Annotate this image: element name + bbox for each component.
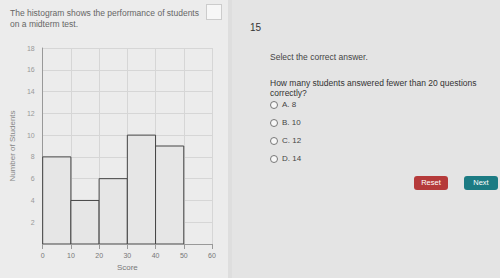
svg-text:2: 2 [31, 219, 35, 226]
svg-text:30: 30 [123, 252, 131, 259]
svg-text:18: 18 [27, 45, 35, 52]
svg-text:16: 16 [27, 66, 35, 73]
svg-text:6: 6 [31, 175, 35, 182]
svg-text:Score: Score [117, 263, 138, 272]
html-text:Reset: Reset [421, 178, 441, 187]
svg-text:0: 0 [41, 252, 45, 259]
svg-text:4: 4 [31, 197, 35, 204]
svg-text:20: 20 [95, 252, 103, 259]
html-text:C. 12: C. 12 [282, 136, 302, 145]
svg-text:12: 12 [27, 110, 35, 117]
svg-text:14: 14 [27, 88, 35, 95]
svg-text:40: 40 [152, 252, 160, 259]
svg-text:60: 60 [208, 252, 216, 259]
html-text:D. 14: D. 14 [282, 154, 302, 163]
html-text:A. 8: A. 8 [282, 100, 297, 109]
html-text:The histogram shows the perfor: The histogram shows the performance of s… [10, 8, 199, 29]
html-text:How many students answered few: How many students answered fewer than 20… [270, 78, 477, 98]
svg-text:Number of Students: Number of Students [8, 110, 17, 181]
svg-text:10: 10 [27, 132, 35, 139]
html-text:15: 15 [250, 22, 262, 33]
html-text:Select the correct answer.: Select the correct answer. [270, 52, 368, 62]
svg-text:10: 10 [67, 252, 75, 259]
html-text:B. 10: B. 10 [282, 118, 301, 127]
svg-text:8: 8 [31, 153, 35, 160]
html-text:Next: Next [473, 178, 489, 187]
svg-text:50: 50 [180, 252, 188, 259]
